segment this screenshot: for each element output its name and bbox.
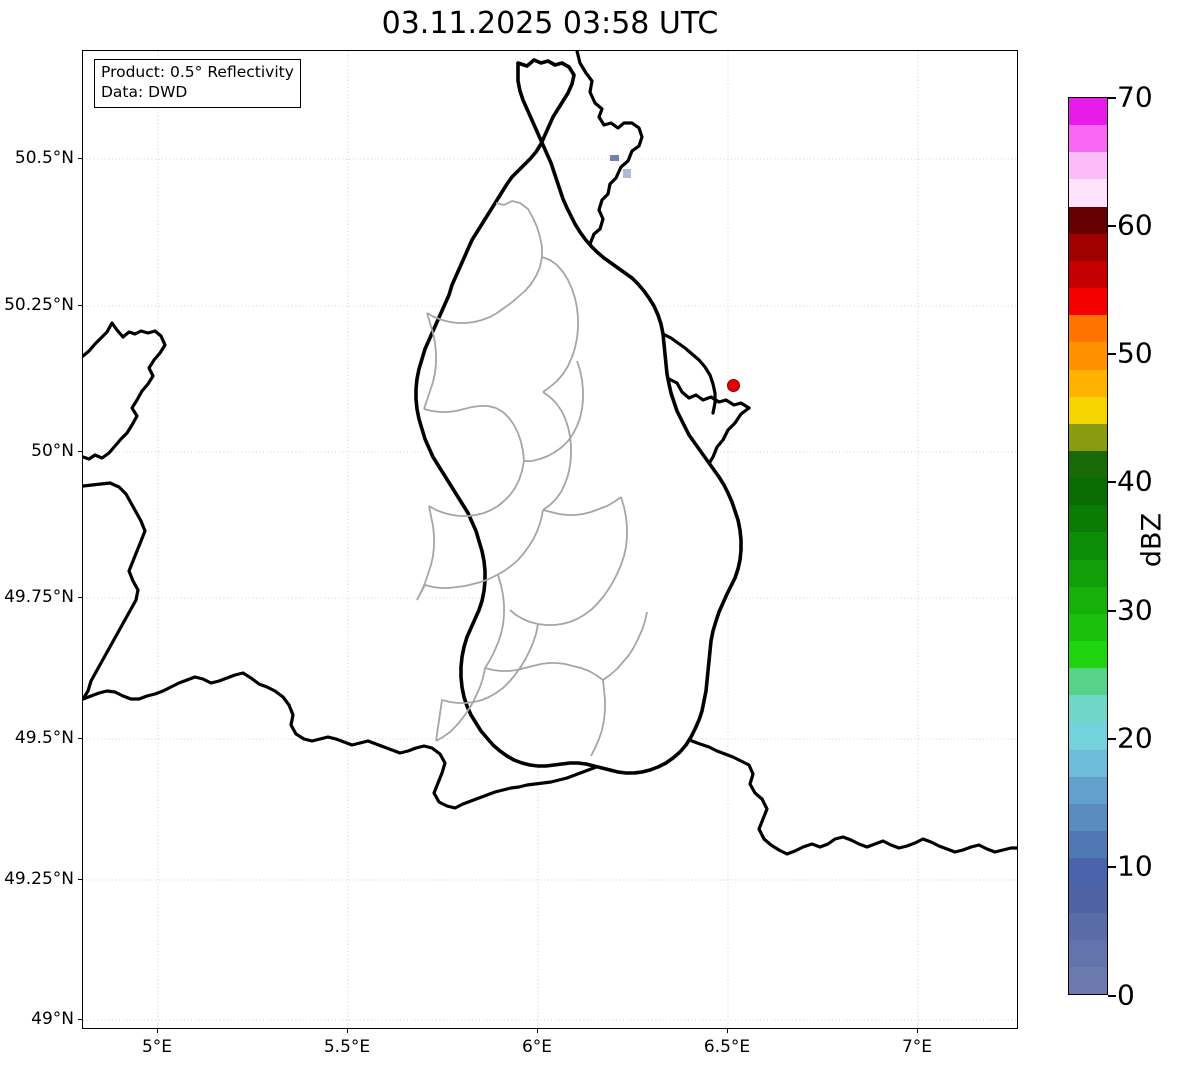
colorbar[interactable]	[1068, 97, 1108, 995]
colorbar-band	[1069, 505, 1107, 533]
colorbar-band	[1069, 125, 1107, 153]
colorbar-band	[1069, 695, 1107, 723]
cbar-tick-mark-70	[1108, 97, 1116, 99]
product-label: Product: 0.5° Reflectivity	[101, 63, 294, 81]
colorbar-band	[1069, 668, 1107, 696]
xtick-label-7: 7°E	[901, 1037, 933, 1057]
colorbar-band	[1069, 233, 1107, 261]
cbar-tick-mark-0	[1108, 995, 1116, 997]
data-source-label: Data: DWD	[101, 82, 188, 101]
ytick-mark-50-25	[78, 305, 82, 307]
border-fr-be-southwest	[83, 481, 147, 701]
ytick-label-50: 50°N	[31, 441, 74, 461]
ytick-label-49-5: 49.5°N	[14, 728, 74, 748]
cbar-tick-mark-50	[1108, 353, 1116, 355]
map-plot-area[interactable]: Product: 0.5° Reflectivity Data: DWD	[82, 50, 1018, 1029]
colorbar-band	[1069, 586, 1107, 614]
cbar-tick-mark-10	[1108, 866, 1116, 868]
cbar-tick-label-10: 10	[1117, 849, 1153, 883]
xtick-mark-6	[537, 1029, 539, 1033]
colorbar-band	[1069, 912, 1107, 940]
ytick-mark-50	[78, 451, 82, 453]
colorbar-band	[1069, 423, 1107, 451]
ytick-mark-49-25	[78, 879, 82, 881]
colorbar-band	[1069, 532, 1107, 560]
colorbar-band	[1069, 450, 1107, 479]
colorbar-band	[1069, 342, 1107, 370]
xtick-mark-7	[917, 1029, 919, 1033]
cbar-tick-label-20: 20	[1117, 721, 1153, 755]
colorbar-band	[1069, 722, 1107, 750]
colorbar-axis-label: dBZ	[1136, 512, 1168, 568]
colorbar-band	[1069, 613, 1107, 642]
colorbar-band	[1069, 152, 1107, 180]
colorbar-band	[1069, 288, 1107, 316]
product-info-box: Product: 0.5° Reflectivity Data: DWD	[94, 59, 301, 108]
colorbar-band	[1069, 939, 1107, 967]
ytick-label-50-25: 50.25°N	[4, 295, 74, 315]
ytick-label-49-25: 49.25°N	[4, 869, 74, 889]
colorbar-band	[1069, 206, 1107, 234]
xtick-label-5: 5°E	[141, 1037, 173, 1057]
border-be-fr-west	[83, 321, 167, 461]
radar-station-marker[interactable]	[727, 379, 740, 392]
cbar-tick-label-60: 60	[1117, 208, 1153, 242]
colorbar-band	[1069, 559, 1107, 587]
ytick-mark-49-5	[78, 738, 82, 740]
map-geometry	[83, 51, 1017, 1028]
colorbar-band	[1069, 858, 1107, 886]
colorbar-band	[1069, 369, 1107, 397]
border-fr-mid	[83, 671, 645, 810]
colorbar-band	[1069, 831, 1107, 859]
ytick-mark-50-5	[78, 158, 82, 160]
colorbar-band	[1069, 803, 1107, 832]
cbar-tick-label-70: 70	[1117, 80, 1153, 114]
xtick-label-5-5: 5.5°E	[323, 1037, 371, 1057]
colorbar-band	[1069, 641, 1107, 669]
colorbar-band	[1069, 885, 1107, 913]
radar-echo-pixel	[610, 155, 619, 161]
colorbar-band	[1069, 776, 1107, 804]
xtick-mark-5-5	[347, 1029, 349, 1033]
cbar-tick-label-30: 30	[1117, 593, 1153, 627]
ytick-label-49-75: 49.75°N	[4, 587, 74, 607]
ytick-mark-49	[78, 1019, 82, 1021]
cbar-tick-label-50: 50	[1117, 336, 1153, 370]
luxembourg-border	[414, 58, 743, 775]
ytick-mark-49-75	[78, 597, 82, 599]
ytick-label-49: 49°N	[31, 1009, 74, 1029]
xtick-label-6: 6°E	[521, 1037, 553, 1057]
cbar-tick-mark-30	[1108, 610, 1116, 612]
xtick-label-6-5: 6.5°E	[703, 1037, 751, 1057]
colorbar-band	[1069, 966, 1107, 994]
xtick-mark-5	[157, 1029, 159, 1033]
colorbar-band	[1069, 98, 1107, 126]
moselle-river-border	[661, 332, 717, 415]
luxembourg-canton-borders	[416, 200, 648, 757]
cbar-tick-mark-20	[1108, 738, 1116, 740]
cbar-tick-mark-40	[1108, 481, 1116, 483]
colorbar-band	[1069, 179, 1107, 207]
figure-title: 03.11.2025 03:58 UTC	[381, 6, 719, 41]
colorbar-band	[1069, 260, 1107, 289]
colorbar-band	[1069, 315, 1107, 343]
radar-echo-pixel-2	[623, 169, 631, 178]
cbar-tick-mark-60	[1108, 225, 1116, 227]
colorbar-band	[1069, 478, 1107, 506]
colorbar-band	[1069, 749, 1107, 777]
border-fr-de-south	[723, 752, 1017, 856]
xtick-mark-6-5	[727, 1029, 729, 1033]
cbar-tick-label-40: 40	[1117, 464, 1153, 498]
cbar-tick-label-0: 0	[1117, 978, 1135, 1012]
colorbar-band	[1069, 396, 1107, 424]
ytick-label-50-5: 50.5°N	[14, 148, 74, 168]
